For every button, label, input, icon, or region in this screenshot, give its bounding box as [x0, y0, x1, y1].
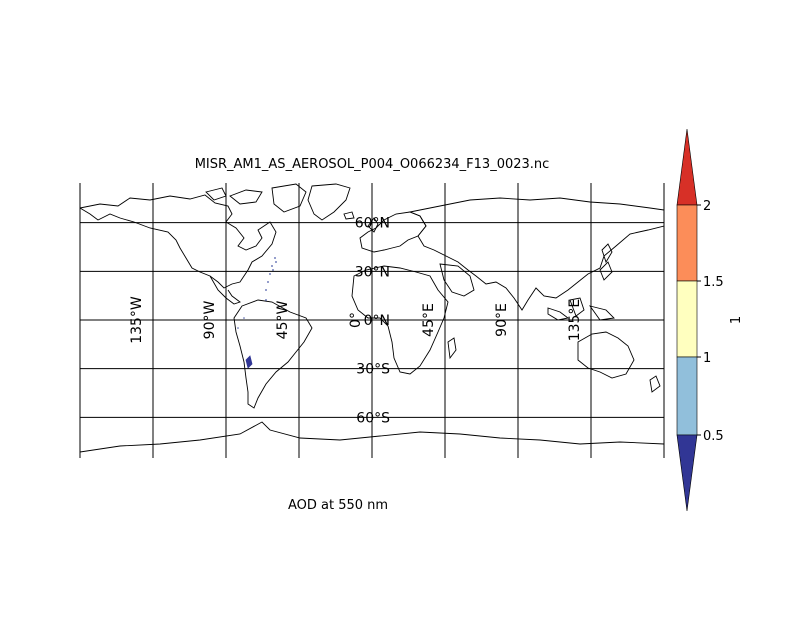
graticule-labels: 135°W 90°W 45°W 0° 45°E 90°E 135°E 60°N 30°N 0°N 3…	[129, 216, 583, 427]
colorbar-tick-1.5: 1.5	[703, 275, 724, 290]
aod-swath-atlantic	[237, 257, 277, 329]
colorbar-unit-label: 1	[729, 316, 744, 324]
aod-swath-south-america	[245, 355, 253, 369]
parallel-label: 0°N	[364, 313, 390, 329]
colorbar-tick-1: 1	[703, 351, 711, 366]
parallel-label: 30°N	[355, 264, 390, 280]
colorbar: 2 1.5 1 0.5 1	[676, 128, 744, 512]
colorbar-bin-0.5-1	[676, 356, 698, 436]
parallel-label: 60°S	[356, 410, 390, 426]
meridian-label: 90°E	[494, 303, 510, 337]
map-title: MISR_AM1_AS_AEROSOL_P004_O066234_F13_002…	[194, 157, 550, 172]
parallel-label: 60°N	[355, 216, 390, 232]
colorbar-extend-low	[676, 434, 698, 512]
colorbar-tick-0.5: 0.5	[703, 429, 724, 444]
meridian-label: 45°W	[275, 301, 291, 340]
parallel-label: 30°S	[356, 362, 390, 378]
colorbar-extend-high	[676, 128, 698, 206]
meridian-label: 135°E	[567, 299, 583, 342]
meridian-label: 0°	[348, 312, 364, 328]
colorbar-bin-1-1.5	[676, 280, 698, 358]
meridian-label: 90°W	[202, 301, 218, 340]
colorbar-bin-1.5-2	[676, 204, 698, 282]
graticule	[79, 183, 665, 458]
aod-observations	[237, 257, 277, 369]
map-caption: AOD at 550 nm	[287, 498, 389, 513]
colorbar-tick-2: 2	[703, 199, 711, 214]
meridian-label: 45°E	[421, 303, 437, 337]
meridian-label: 135°W	[129, 296, 145, 344]
